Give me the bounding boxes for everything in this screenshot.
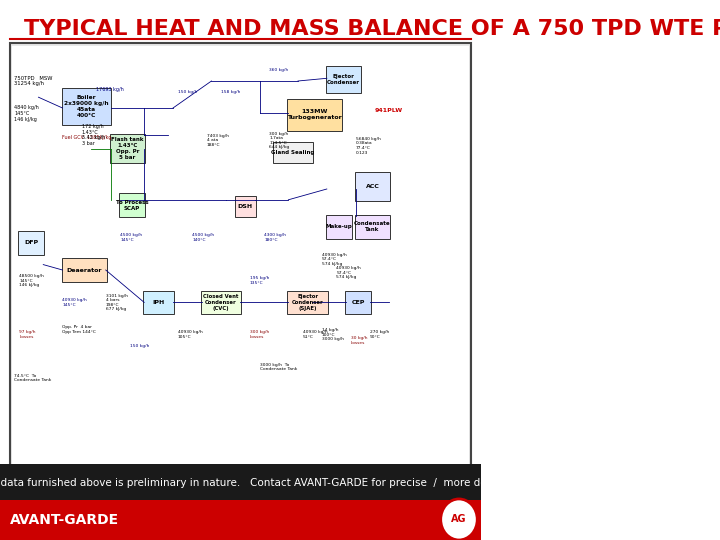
Text: The data furnished above is preliminary in nature.   Contact AVANT-GARDE for pre: The data furnished above is preliminary …: [0, 478, 503, 488]
Text: AVANT-GARDE: AVANT-GARDE: [9, 513, 119, 527]
Text: 48500 kg/h
145°C
146 kJ/kg: 48500 kg/h 145°C 146 kJ/kg: [19, 274, 44, 287]
Text: 133MW
Turbogenerator: 133MW Turbogenerator: [287, 109, 342, 120]
Text: 172 kg/h
1.43°C
5.42 kg/h
3 bar: 172 kg/h 1.43°C 5.42 kg/h 3 bar: [81, 124, 105, 146]
Text: 40930 kg/h
57.4°C
574 kJ/kg: 40930 kg/h 57.4°C 574 kJ/kg: [322, 253, 347, 266]
FancyBboxPatch shape: [201, 291, 241, 314]
Text: Closed Vent
Condenser
(CVC): Closed Vent Condenser (CVC): [203, 294, 239, 310]
Text: 74.5°C  To
Condensate Tank: 74.5°C To Condensate Tank: [14, 374, 52, 382]
Text: Make-up: Make-up: [325, 224, 352, 230]
Text: 14 kg/h
100°C
3000 kg/h: 14 kg/h 100°C 3000 kg/h: [322, 328, 344, 341]
Text: AG: AG: [451, 515, 467, 524]
Text: 3000 kg/h  To
Condensate Tank: 3000 kg/h To Condensate Tank: [259, 363, 297, 372]
Text: Opp. Pr  4 bar
Opp Tem 144°C: Opp. Pr 4 bar Opp Tem 144°C: [63, 325, 96, 334]
Text: 4500 kg/h
140°C: 4500 kg/h 140°C: [192, 233, 215, 242]
Text: Condensate
Tank: Condensate Tank: [354, 221, 391, 232]
FancyBboxPatch shape: [9, 43, 471, 475]
Text: 150 kg/h: 150 kg/h: [178, 90, 197, 94]
FancyBboxPatch shape: [61, 258, 107, 282]
Bar: [0, 500, 481, 540]
FancyBboxPatch shape: [12, 46, 469, 472]
Text: 17693 kg/h: 17693 kg/h: [96, 86, 124, 92]
Text: IPH: IPH: [153, 300, 165, 305]
FancyBboxPatch shape: [18, 231, 44, 255]
Text: 40930 kg/h
105°C: 40930 kg/h 105°C: [178, 330, 202, 339]
Text: 150 kg/h: 150 kg/h: [130, 343, 149, 348]
Text: 97 kg/h
Losses: 97 kg/h Losses: [19, 330, 36, 339]
Text: 4500 kg/h
145°C: 4500 kg/h 145°C: [120, 233, 143, 242]
Text: 360 kg/h: 360 kg/h: [269, 68, 289, 72]
Text: 300 kg/h
Losses: 300 kg/h Losses: [250, 330, 269, 339]
Text: 300 kg/h
1.7ata
114.5°C
644 kJ/kg: 300 kg/h 1.7ata 114.5°C 644 kJ/kg: [269, 132, 289, 149]
FancyBboxPatch shape: [287, 291, 328, 314]
Text: 40930 kg/h
51°C: 40930 kg/h 51°C: [303, 330, 328, 339]
Circle shape: [441, 499, 477, 540]
Text: Flash tank
1.43°C
Opp. Pr
5 bar: Flash tank 1.43°C Opp. Pr 5 bar: [111, 137, 143, 160]
Text: To Process
SCAP: To Process SCAP: [116, 200, 148, 211]
Text: 40930 kg/h
145°C: 40930 kg/h 145°C: [63, 298, 87, 307]
Text: 3101 kg/h
4 bars
198°C
677 kJ/kg: 3101 kg/h 4 bars 198°C 677 kJ/kg: [106, 294, 127, 311]
Text: 4300 kg/h
180°C: 4300 kg/h 180°C: [264, 233, 287, 242]
FancyBboxPatch shape: [355, 215, 390, 239]
Text: TYPICAL HEAT AND MASS BALANCE OF A 750 TPD WTE PLANT: TYPICAL HEAT AND MASS BALANCE OF A 750 T…: [24, 19, 720, 39]
Text: DSH: DSH: [238, 204, 253, 209]
Text: 4840 kg/h
145°C
146 kJ/kg: 4840 kg/h 145°C 146 kJ/kg: [14, 105, 39, 122]
FancyBboxPatch shape: [273, 142, 313, 163]
FancyBboxPatch shape: [120, 193, 145, 217]
FancyBboxPatch shape: [287, 99, 342, 131]
FancyBboxPatch shape: [235, 196, 256, 217]
Text: Ejector
Condenser
(SJAE): Ejector Condenser (SJAE): [292, 294, 323, 310]
Text: 270 kg/h
90°C: 270 kg/h 90°C: [370, 330, 390, 339]
Text: 158 kg/h: 158 kg/h: [221, 90, 240, 94]
Text: Boiler
2x39000 kg/h
45ata
400°C: Boiler 2x39000 kg/h 45ata 400°C: [64, 96, 109, 118]
Text: 750TPD   MSW
31254 kg/h: 750TPD MSW 31254 kg/h: [14, 76, 53, 86]
FancyBboxPatch shape: [326, 215, 352, 239]
Bar: [0, 464, 481, 502]
FancyBboxPatch shape: [143, 291, 174, 314]
FancyBboxPatch shape: [61, 88, 112, 125]
FancyBboxPatch shape: [345, 291, 371, 314]
Text: 40930 kg/h
57.4°C
574 kJ/kg: 40930 kg/h 57.4°C 574 kJ/kg: [336, 266, 361, 279]
FancyBboxPatch shape: [326, 66, 361, 93]
Text: Gland Sealing: Gland Sealing: [271, 150, 315, 155]
Text: 7403 kg/h
4 ata
188°C: 7403 kg/h 4 ata 188°C: [207, 134, 229, 147]
FancyBboxPatch shape: [109, 134, 145, 163]
Text: DFP: DFP: [24, 240, 38, 246]
Text: 56840 kg/h
0.38ata
77.4°C
0.123: 56840 kg/h 0.38ata 77.4°C 0.123: [356, 137, 380, 154]
Text: CEP: CEP: [351, 300, 365, 305]
Text: 941PLW: 941PLW: [375, 108, 403, 113]
Text: Fuel GCV  1585kJ/kg: Fuel GCV 1585kJ/kg: [63, 135, 112, 140]
Text: 195 kg/h
135°C: 195 kg/h 135°C: [250, 276, 269, 285]
Text: ACC: ACC: [366, 184, 379, 189]
FancyBboxPatch shape: [355, 172, 390, 201]
Text: Deaerator: Deaerator: [66, 267, 102, 273]
Text: Ejector
Condenser: Ejector Condenser: [327, 75, 360, 85]
Text: 30 kg/h
Losses: 30 kg/h Losses: [351, 336, 367, 345]
